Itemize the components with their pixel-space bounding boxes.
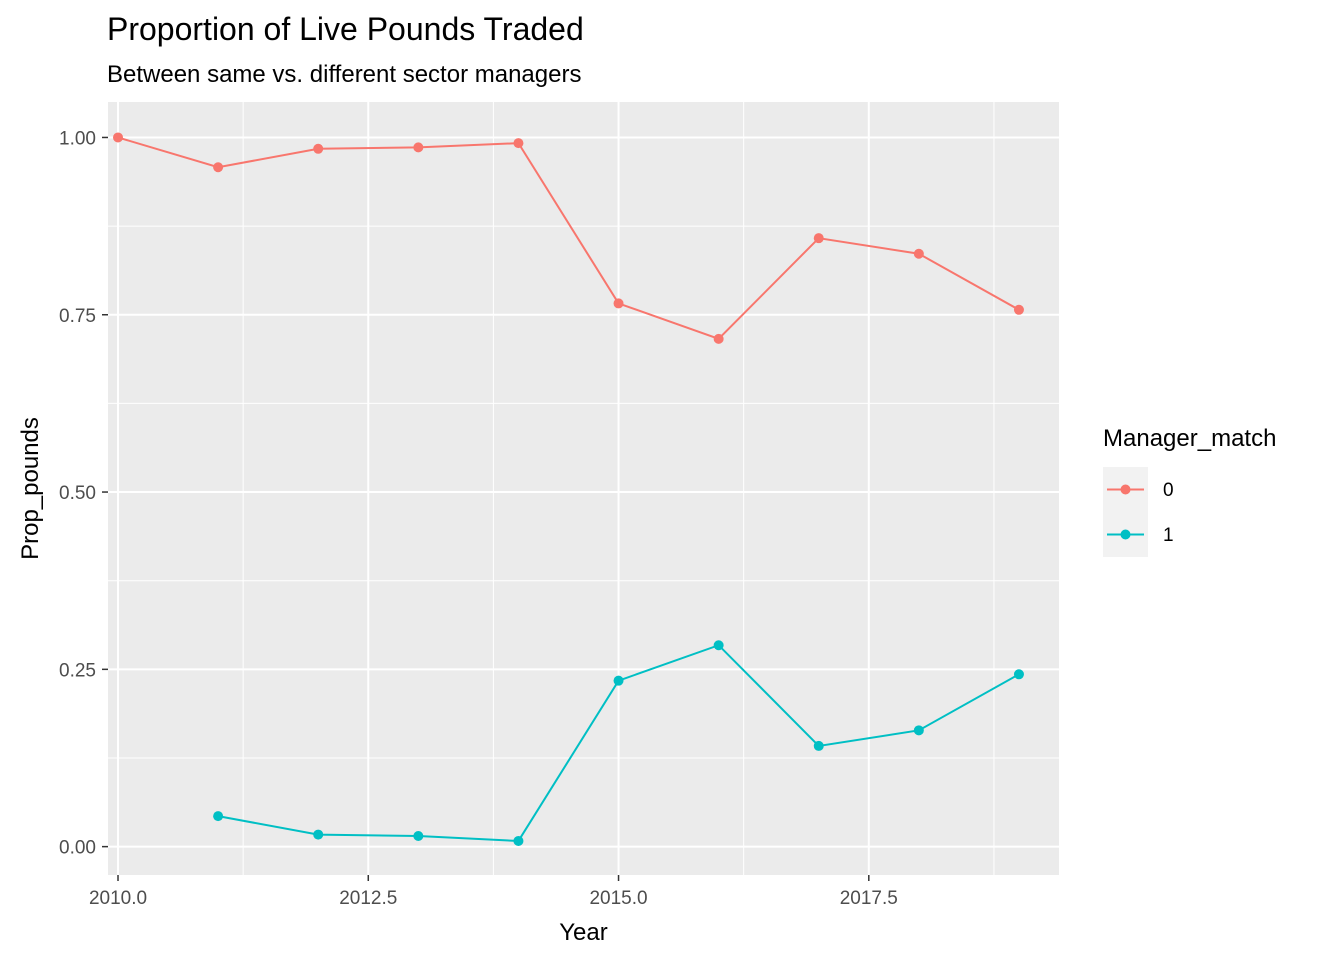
legend: Manager_match 01 bbox=[1103, 425, 1276, 557]
data-point-0 bbox=[1013, 304, 1024, 315]
data-point-1 bbox=[713, 640, 724, 651]
y-axis: 0.00 0.25 0.50 0.75 1.00 bbox=[59, 128, 108, 859]
series-points bbox=[113, 132, 1024, 846]
data-point-1 bbox=[513, 835, 524, 846]
y-tick-label: 1.00 bbox=[59, 128, 96, 149]
data-point-1 bbox=[1013, 669, 1024, 680]
legend-key-point bbox=[1120, 484, 1131, 495]
data-point-0 bbox=[113, 132, 124, 143]
data-point-0 bbox=[913, 248, 924, 259]
y-tick-label: 0.75 bbox=[59, 306, 96, 327]
legend-title: Manager_match bbox=[1103, 425, 1276, 452]
data-point-0 bbox=[413, 142, 424, 153]
minor-gridlines bbox=[108, 102, 1059, 875]
y-tick-label: 0.00 bbox=[59, 838, 96, 859]
data-point-0 bbox=[813, 233, 824, 244]
chart-subtitle: Between same vs. different sector manage… bbox=[107, 61, 581, 88]
data-point-0 bbox=[213, 162, 224, 173]
chart-title: Proportion of Live Pounds Traded bbox=[107, 11, 584, 47]
data-point-1 bbox=[213, 811, 224, 822]
y-tick-label: 0.50 bbox=[59, 483, 96, 504]
data-point-0 bbox=[513, 138, 524, 149]
series-line-0 bbox=[117, 136, 1020, 341]
data-point-0 bbox=[313, 143, 324, 154]
data-point-1 bbox=[313, 829, 324, 840]
x-tick-label: 2012.5 bbox=[339, 888, 397, 909]
data-point-1 bbox=[613, 675, 624, 686]
x-tick-label: 2017.5 bbox=[840, 888, 898, 909]
x-axis: 2010.0 2012.5 2015.0 2017.5 bbox=[89, 875, 898, 909]
legend-key-point bbox=[1120, 529, 1131, 540]
data-point-0 bbox=[613, 298, 624, 309]
y-axis-title: Prop_pounds bbox=[17, 417, 44, 560]
legend-label-0: 0 bbox=[1163, 480, 1174, 501]
data-point-1 bbox=[813, 740, 824, 751]
x-axis-title: Year bbox=[559, 919, 608, 946]
x-tick-label: 2010.0 bbox=[89, 888, 147, 909]
plot-panel bbox=[108, 102, 1059, 875]
data-point-1 bbox=[413, 830, 424, 841]
legend-keys: 01 bbox=[1103, 467, 1174, 557]
x-tick-label: 2015.0 bbox=[589, 888, 647, 909]
data-point-1 bbox=[913, 725, 924, 736]
major-gridlines bbox=[108, 102, 1059, 875]
y-tick-label: 0.25 bbox=[59, 660, 96, 681]
data-point-0 bbox=[713, 333, 724, 344]
legend-label-1: 1 bbox=[1163, 525, 1174, 546]
